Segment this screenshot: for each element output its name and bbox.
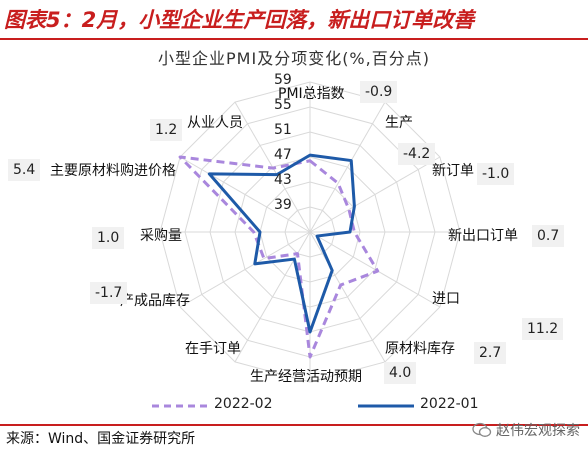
header-bar: 图表5：2月，小型企业生产回落，新出口订单改善 (0, 0, 588, 40)
watermark: 赵伟宏观探索 (472, 420, 580, 440)
grid-spoke (309, 101, 386, 233)
footer-divider (0, 424, 588, 426)
source-note: 来源：Wind、国金证券研究所 (6, 431, 196, 447)
change-value-label: 11.2 (522, 318, 564, 340)
radar-grid (159, 81, 461, 383)
change-value-label: 2.7 (474, 342, 507, 364)
category-label: 新订单 (432, 163, 474, 179)
radial-tick-label: 47 (274, 147, 292, 163)
change-value-label: -0.9 (360, 81, 398, 103)
legend: 2022-02 2022-01 (0, 396, 588, 416)
category-label: 新出口订单 (448, 228, 518, 244)
chart-title: 小型企业PMI及分项变化(%,百分点) (158, 49, 430, 68)
radial-tick-label: 59 (274, 72, 292, 88)
change-value-label: 0.7 (532, 225, 565, 247)
grid-spoke (179, 156, 311, 233)
change-value-label: 1.2 (150, 119, 183, 141)
change-value-label: -1.7 (90, 282, 128, 304)
legend-label-2022-01: 2022-01 (420, 396, 479, 412)
category-label: 采购量 (140, 228, 182, 244)
category-label: 从业人员 (187, 115, 243, 131)
radial-tick-label: 43 (274, 172, 292, 188)
grid-spoke (309, 156, 441, 233)
radial-tick-label: 39 (274, 197, 292, 213)
legend-label-2022-02: 2022-02 (214, 396, 273, 412)
category-label: 产成品库存 (120, 293, 190, 309)
category-label: 进口 (432, 291, 460, 307)
radial-tick-label: 55 (274, 97, 292, 113)
radar-series (178, 153, 380, 359)
legend-swatches (152, 404, 414, 408)
category-label: 在手订单 (185, 341, 241, 357)
change-value-label: 4.0 (384, 362, 417, 384)
series-2022-01 (207, 153, 356, 334)
change-value-label: -4.2 (398, 143, 436, 165)
category-label: 原材料库存 (385, 341, 455, 357)
radial-tick-label: 51 (274, 122, 292, 138)
figure-title: 图表5：2月，小型企业生产回落，新出口订单改善 (4, 8, 475, 32)
grid-spoke (309, 231, 386, 363)
watermark-text: 赵伟宏观探索 (496, 423, 580, 439)
category-label: PMI总指数 (278, 86, 345, 102)
change-value-label: -1.0 (477, 163, 515, 185)
wechat-icon (472, 422, 492, 437)
grid-spoke (234, 231, 311, 363)
series-2022-02 (178, 155, 380, 359)
grid-spoke (309, 231, 441, 308)
change-value-label: 5.4 (8, 159, 41, 181)
grid-spoke (179, 231, 311, 308)
category-label: 主要原材料购进价格 (50, 163, 176, 179)
change-value-label: 1.0 (92, 227, 125, 249)
category-label: 生产 (385, 115, 413, 131)
category-label: 生产经营活动预期 (250, 369, 362, 385)
